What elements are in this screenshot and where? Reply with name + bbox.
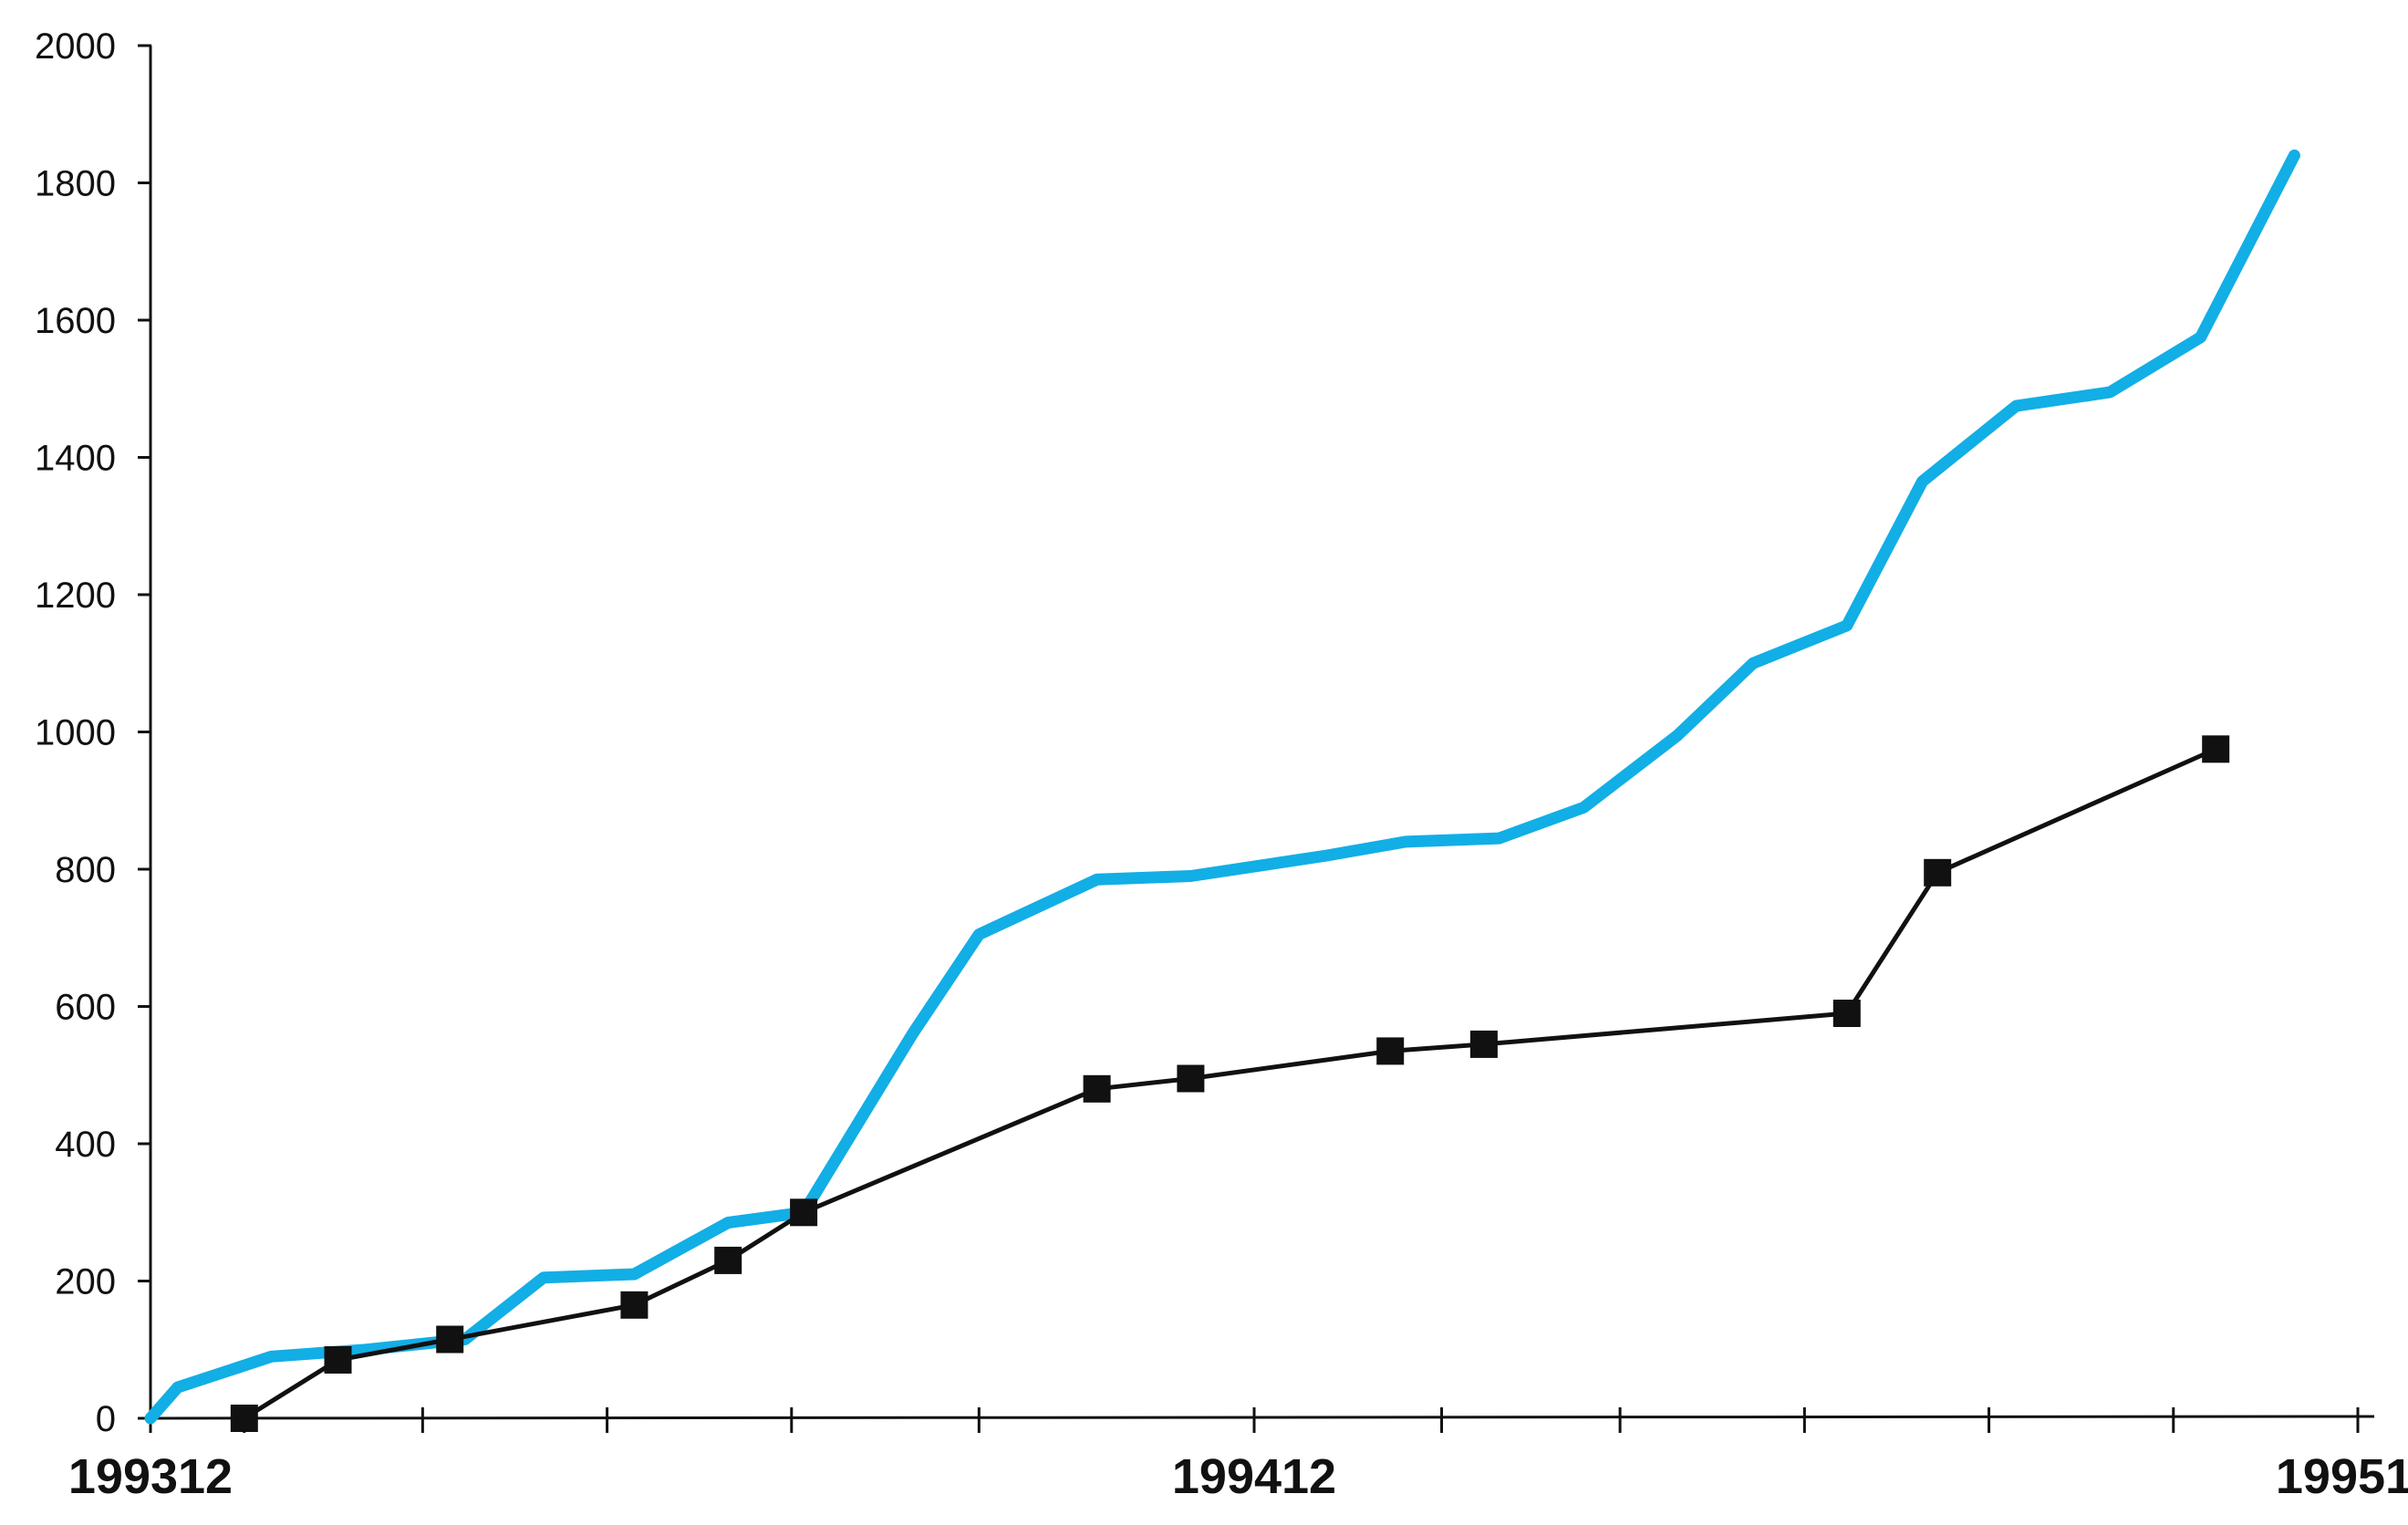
axes: 0 200 400 600 800 1000 1200 1400 1600 1800 2000 199… [35,26,2408,1504]
y-tick-label: 200 [55,1262,116,1302]
x-axis-line [150,1415,2375,1420]
y-tick-label: 400 [55,1125,116,1165]
data-point-marker [1469,1030,1498,1058]
data-point-marker [1832,1000,1861,1027]
data-point-marker [1083,1074,1111,1103]
y-tick-label: 1400 [35,439,116,479]
data-point-marker [790,1198,818,1227]
y-tick-label: 800 [55,850,116,890]
x-tick-label: 199412 [1172,1449,1336,1504]
x-tick-label: 199512 [2276,1449,2408,1504]
data-point-marker [714,1246,742,1274]
y-tick-label: 0 [96,1399,116,1439]
y-tick-label: 1000 [35,713,116,753]
x-tick-label: 199312 [68,1449,233,1504]
y-tick-label: 1600 [35,301,116,341]
data-point-marker [1177,1064,1205,1093]
y-tick-label: 2000 [35,26,116,67]
data-point-marker [620,1291,649,1319]
data-point-marker [436,1325,464,1354]
series-line-1 [144,149,2300,1425]
y-tick-label: 1200 [35,576,116,616]
data-point-marker [324,1346,352,1374]
y-tick-label: 600 [55,988,116,1028]
data-point-marker [1376,1037,1405,1065]
data-point-marker [1924,858,1952,887]
y-tick-label: 1800 [35,164,116,204]
data-point-marker [230,1405,258,1432]
series-layer [144,149,2300,1432]
series-line-2 [242,746,2218,1421]
data-point-marker [2202,735,2230,763]
